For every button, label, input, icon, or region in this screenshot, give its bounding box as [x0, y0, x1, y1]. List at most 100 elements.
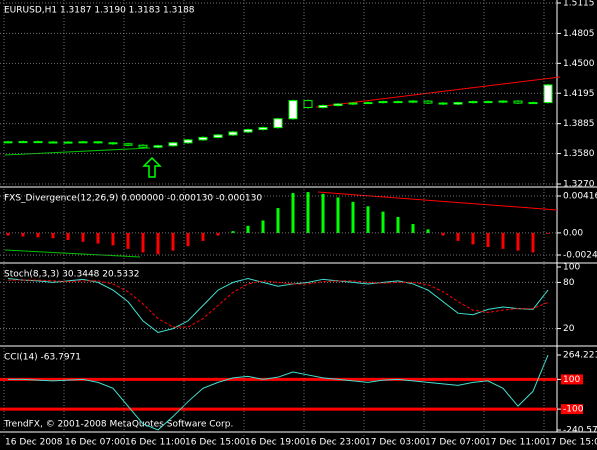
candle-body — [93, 141, 103, 144]
y-tick-label: 80 — [563, 278, 575, 288]
candle-body — [453, 102, 463, 105]
indicator-line — [8, 279, 549, 328]
x-tick-label: 16 Dec 2008 — [5, 438, 63, 448]
histogram-bar — [96, 232, 100, 244]
histogram-bar — [51, 232, 55, 239]
candle-body — [123, 143, 133, 146]
candle-body — [438, 102, 448, 105]
candle-body — [138, 144, 148, 148]
y-tick-label: 1.3580 — [563, 149, 595, 159]
histogram-bar — [261, 220, 265, 233]
histogram-bar — [471, 232, 475, 245]
panel-title: EURUSD,H1 1.3187 1.3190 1.3183 1.3188 — [4, 6, 195, 16]
y-tick-label: 1.4195 — [563, 89, 595, 99]
candle-body — [213, 134, 223, 138]
histogram-bar — [411, 224, 415, 233]
histogram-bar — [126, 232, 130, 249]
y-tick-label: 1.4805 — [563, 29, 595, 39]
histogram-bar — [381, 211, 385, 233]
y-tick-label: 100 — [563, 263, 580, 273]
x-tick-label: 16 Dec 15:00 — [185, 438, 246, 448]
x-tick-label: 16 Dec 19:00 — [245, 438, 306, 448]
y-tick-label: -240.570 — [563, 426, 597, 436]
candle-body — [543, 84, 553, 104]
trend-line — [4, 249, 141, 258]
x-tick-label: 16 Dec 11:00 — [125, 438, 186, 448]
candle-body — [288, 100, 298, 120]
candle-body — [498, 100, 508, 103]
histogram-bar — [171, 232, 175, 251]
panel-separator — [0, 186, 597, 188]
histogram-bar — [321, 193, 325, 233]
candle-body — [513, 100, 523, 104]
panel-title: Stoch(8,3,3) 30.3448 20.5332 — [4, 270, 139, 280]
histogram-bar — [531, 232, 535, 253]
histogram-bar — [306, 192, 310, 233]
histogram-bar — [66, 232, 70, 241]
trend-line — [315, 76, 561, 108]
candle-body — [348, 102, 358, 105]
histogram-bar — [216, 232, 220, 236]
y-tick-label: 20 — [563, 324, 575, 334]
y-tick-label: 100 — [563, 375, 580, 385]
candle-body — [318, 105, 328, 108]
x-tick-label: 17 Dec 15:00 — [545, 438, 597, 448]
candle-body — [243, 129, 253, 133]
x-tick-label: 17 Dec 11:00 — [485, 438, 546, 448]
candle-body — [48, 141, 58, 144]
histogram-bar — [516, 232, 520, 251]
signal-arrow — [142, 156, 162, 178]
level-label-bg — [561, 374, 583, 385]
histogram-bar — [201, 232, 205, 241]
candle-body — [408, 100, 418, 103]
candle-body — [423, 100, 433, 104]
x-tick-label: 16 Dec 07:00 — [65, 438, 126, 448]
histogram-bar — [426, 229, 430, 233]
panel-title: FXS_Divergence(12,26,9) 0.000000 -0.0001… — [4, 194, 262, 204]
y-tick-label: 0.00416 — [563, 192, 597, 202]
histogram-bar — [246, 225, 250, 233]
candle-body — [273, 118, 283, 129]
histogram-bar — [141, 232, 145, 253]
y-tick-label: 1.3885 — [563, 119, 595, 129]
histogram-bar — [351, 201, 355, 233]
level-label-bg — [561, 404, 583, 415]
candle-body — [483, 101, 493, 104]
candle-body — [468, 101, 478, 104]
panel-separator — [0, 345, 597, 347]
panel-title: CCI(14) -63.7971 — [4, 353, 81, 363]
histogram-bar — [111, 232, 115, 246]
candle-body — [78, 141, 88, 144]
candle-body — [378, 101, 388, 104]
indicator-line — [7, 278, 549, 333]
histogram-bar — [336, 197, 340, 233]
candle-body — [168, 142, 178, 147]
candle-body — [198, 136, 208, 141]
histogram-bar — [291, 192, 295, 233]
y-tick-label: 1.3270 — [563, 180, 595, 190]
histogram-bar — [36, 232, 40, 238]
candle-body — [228, 131, 238, 136]
candle-body — [33, 141, 43, 144]
x-tick-label: 17 Dec 03:00 — [365, 438, 426, 448]
candle-body — [63, 141, 73, 144]
histogram-bar — [366, 206, 370, 233]
candle-body — [333, 103, 343, 107]
y-tick-label: 264.221 — [563, 351, 597, 361]
y-tick-label: -0.00249 — [563, 251, 597, 261]
y-tick-label: 0.00 — [563, 228, 583, 238]
histogram-bar — [546, 232, 550, 234]
histogram-bar — [186, 232, 190, 247]
candle-body — [108, 142, 118, 145]
histogram-bar — [21, 232, 25, 237]
histogram-bar — [441, 232, 445, 236]
histogram-bar — [396, 216, 400, 233]
candle-body — [303, 100, 313, 108]
footer: TrendFX, © 2001-2008 MetaQuotes Software… — [3, 420, 233, 430]
candle-body — [153, 145, 163, 148]
histogram-bar — [81, 232, 85, 242]
candle-body — [18, 141, 28, 144]
candle-body — [3, 141, 13, 144]
histogram-bar — [231, 231, 235, 233]
